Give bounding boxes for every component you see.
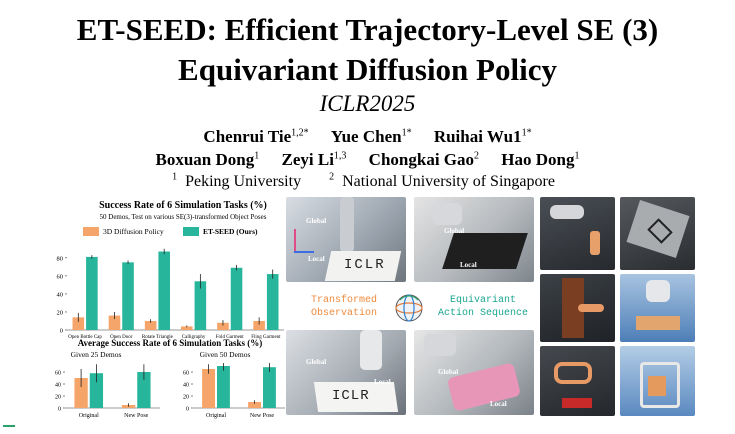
bar-etseed [122, 262, 134, 330]
global-frame-label: Global [444, 227, 465, 235]
bars [72, 248, 279, 330]
y-tick-label: 40 [57, 291, 64, 298]
affiliation: 1 Peking University [172, 171, 302, 190]
sim-render-triangle [620, 197, 695, 270]
x-category-label: New Pose [250, 413, 275, 419]
bar-etseed [158, 251, 170, 330]
y-tick-label: 20 [57, 309, 64, 316]
bar-dp3 [74, 378, 88, 408]
equivariant-action-label: Equivariant Action Sequence [424, 294, 542, 320]
bar-dp3 [108, 315, 121, 330]
y-tick-label: 60 [183, 371, 189, 377]
authors-row-1: Chenrui Tie1,2* Yue Chen1* Ruihai Wu11* [0, 126, 735, 148]
local-frame-label: Local [460, 261, 477, 269]
sim-render-fling [620, 346, 695, 416]
bar-etseed [89, 373, 104, 408]
y-tick-label: 60 [57, 273, 64, 280]
chart-subtitle: 50 Demos, Test on various SE(3)-transfor… [100, 213, 267, 221]
bar-etseed [137, 372, 151, 408]
sim-render-calligraphy [540, 346, 615, 416]
sim-render-bottle [540, 197, 615, 270]
y-axis-ticks: 0 20 40 60 80 [57, 255, 284, 335]
scene-photo-garment-transformed: Global Local [414, 330, 534, 415]
corner-mark [3, 425, 15, 427]
y-tick-label: 20 [55, 395, 61, 401]
label-line: Equivariant [449, 295, 516, 306]
author: Boxuan Dong1 [155, 150, 260, 169]
bar-etseed [194, 281, 207, 330]
y-tick-label: 40 [183, 383, 189, 389]
affiliations: 1 Peking University 2 National University … [0, 172, 735, 192]
y-tick-label: 80 [57, 255, 64, 262]
y-tick-label: 0 [186, 407, 189, 413]
paper-title-line-1: ET-SEED: Efficient Trajectory-Level SE (… [76, 12, 659, 47]
x-category-label: Rotate Triangle [142, 335, 174, 340]
bar-dp3 [181, 326, 193, 330]
bar-etseed [263, 367, 276, 408]
x-category-label: Fling Garment [251, 335, 281, 340]
bar-dp3 [217, 322, 229, 330]
bar-etseed [230, 267, 243, 330]
label-line: Action Sequence [437, 308, 528, 319]
bar-dp3 [72, 317, 85, 330]
label-line: Observation [310, 308, 377, 319]
x-axis-categories: Open Bottle Cap Open Door Rotate Triangle C… [68, 335, 281, 340]
x-category-label: Fold Garment [216, 335, 245, 340]
x-category-label: Original [206, 413, 226, 419]
global-frame-label: Global [306, 217, 327, 225]
legend-swatch-dp3 [83, 227, 99, 236]
y-tick-label: 0 [58, 407, 61, 413]
se3-rotation-icon [395, 294, 423, 322]
y-tick-label: 0 [60, 328, 63, 335]
bar-dp3 [248, 402, 261, 408]
affiliation: 2 National University of Singapore [329, 171, 555, 190]
y-tick-label: 40 [55, 383, 61, 389]
y-tick-label: 60 [55, 371, 61, 377]
paper-title-line-2: Equivariant Diffusion Policy [178, 52, 557, 87]
global-frame-label: Global [306, 358, 327, 366]
x-category-label: New Pose [124, 413, 149, 419]
x-category-label: Open Bottle Cap [68, 335, 102, 340]
venue: ICLR2025 [319, 91, 416, 116]
panel-subtitle: Given 50 Demos [200, 350, 251, 359]
bar-etseed [86, 256, 98, 330]
sim-render-fold [620, 274, 695, 342]
authors-row-2: Boxuan Dong1 Zeyi Li1,3 Chongkai Gao2 Ha… [0, 149, 735, 171]
scene-photo-garment: Global Local [414, 197, 534, 282]
sim-render-door [540, 274, 615, 342]
bar-etseed [266, 274, 279, 330]
legend-label-etseed: ET-SEED (Ours) [203, 227, 258, 236]
panel-50-demos: 0 20 40 60 Original New Pose [183, 363, 285, 419]
x-category-label: Calligraphy [182, 335, 206, 340]
legend-label-dp3: 3D Diffusion Policy [103, 227, 164, 236]
author: Chenrui Tie1,2* [203, 127, 309, 146]
scene-photo-calligraphy: ICLR Global Local [286, 197, 406, 282]
bar-dp3 [253, 320, 265, 330]
label-line: Transformed [310, 295, 377, 306]
chart-title: Success Rate of 6 Simulation Tasks (%) [99, 200, 267, 211]
local-frame-label: Local [490, 400, 507, 408]
y-tick-label: 20 [183, 395, 189, 401]
author: Zeyi Li1,3 [281, 150, 347, 169]
panel-25-demos: 0 20 40 60 Original New Pose [55, 364, 160, 419]
author: Hao Dong1 [501, 150, 580, 169]
x-category-label: Original [79, 413, 99, 419]
author: Yue Chen1* [330, 127, 412, 146]
global-frame-label: Global [438, 368, 459, 376]
panel-subtitle: Given 25 Demos [71, 350, 122, 359]
bar-dp3 [144, 320, 157, 330]
x-category-label: Open Door [110, 335, 133, 340]
bar-dp3 [202, 369, 215, 408]
author: Chongkai Gao2 [368, 150, 480, 169]
transformed-observation-label: Transformed Observation [296, 294, 392, 320]
local-frame-label: Local [308, 255, 325, 263]
scene-photo-calligraphy-transformed: ICLR Global Local [286, 330, 406, 415]
chart-title: Average Success Rate of 6 Simulation Tas… [78, 338, 263, 348]
author: Ruihai Wu11* [433, 127, 532, 146]
bar-etseed [217, 366, 230, 408]
local-frame-label: Local [374, 378, 391, 386]
legend-swatch-etseed [183, 227, 199, 236]
